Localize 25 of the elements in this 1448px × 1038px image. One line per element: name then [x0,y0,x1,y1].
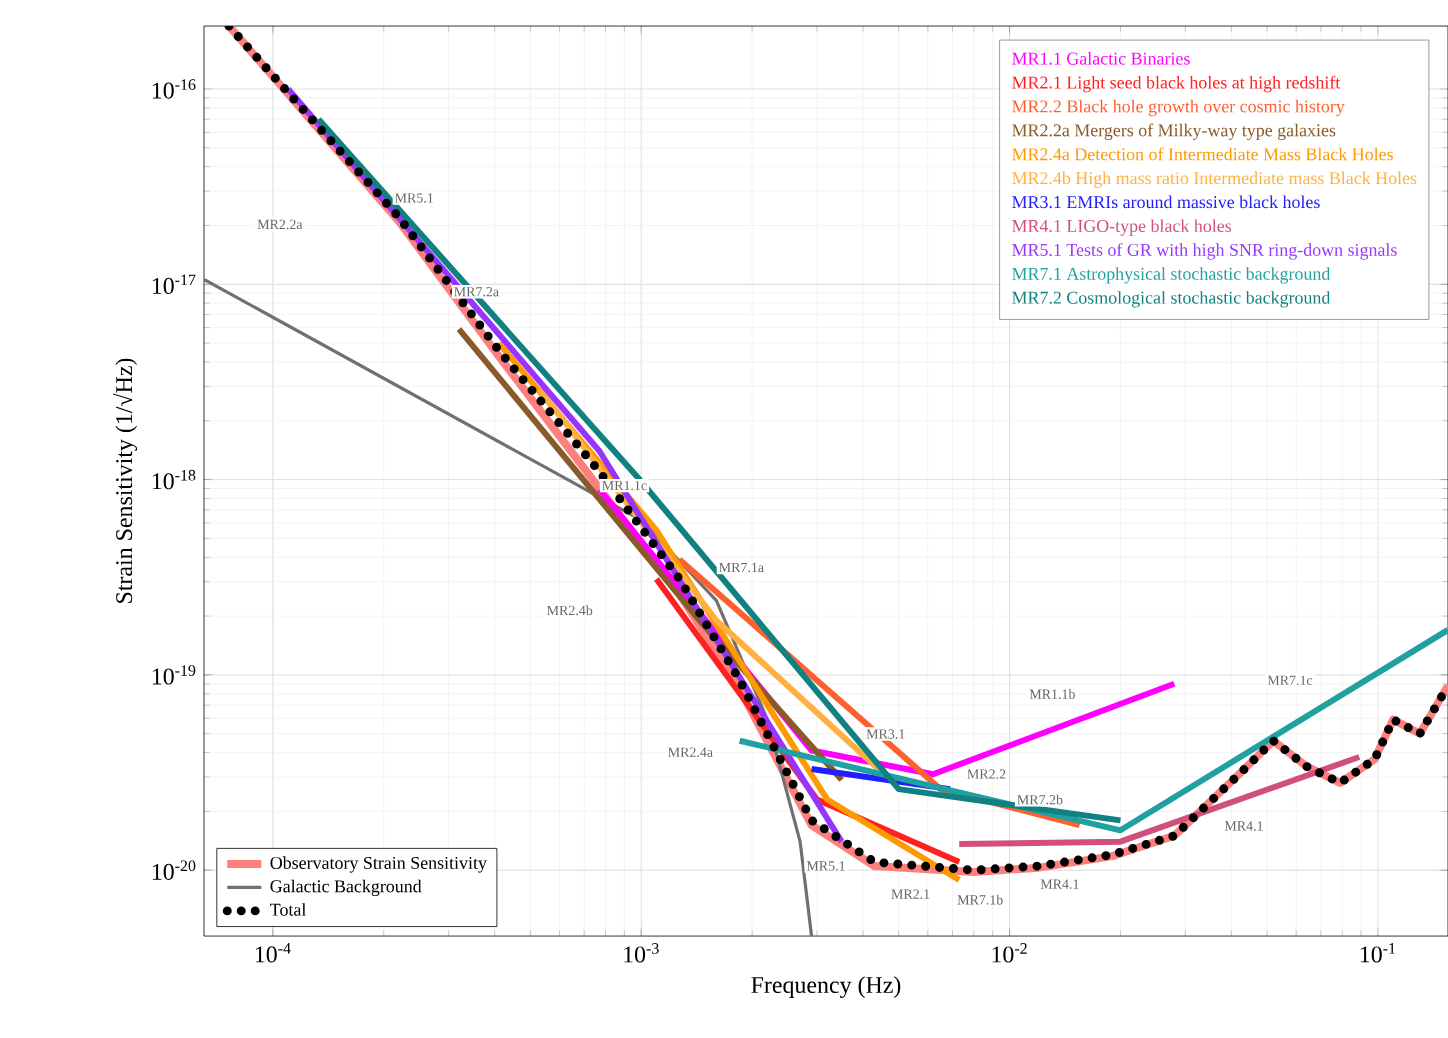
text: MR1.1 Galactic Binaries [1012,52,1190,65]
x-tick-label: 10$^{-4}$ [255,943,291,963]
text: MR2.1 Light seed black holes at high redshift [1012,75,1341,93]
text: MR2.2a Mergers of Milky-way type galaxies [1012,123,1336,141]
text: MR4.1 LIGO-type black holes [1012,219,1232,236]
y-tick-label: 10$^{-16}$ [152,79,196,99]
text: MR2.4b High mass ratio Intermediate mass Black Holes [1012,171,1417,188]
text: MR7.1 Astrophysical stochastic background [1012,267,1331,284]
text: MR5.1 Tests of GR with high SNR ring-down signals [1012,243,1397,260]
y-tick-label: 10$^{-17}$ [152,274,196,294]
x-axis-title: Frequency (Hz) [751,976,901,998]
text: MR2.2 Black hole growth over cosmic history [1012,99,1345,117]
y-tick-label: 10$^{-19}$ [152,665,196,685]
x-tick-label: 10$^{-2}$ [992,943,1027,963]
legend-label: Galactic Background [270,879,422,897]
y-tick-label: 10$^{-20}$ [152,860,196,880]
text: MR3.1 EMRIs around massive black holes [1012,195,1320,209]
legend-label: Observatory Strain Sensitivity [270,856,487,873]
x-tick-label: 10$^{-1}$ [1360,943,1396,963]
text: MR2.4a Detection of Intermediate Mass Black Holes [1012,147,1393,161]
text: MR7.2 Cosmological stochastic background [1012,291,1331,308]
y-axis-title: Strain Sensitivity (1/√Hz) [113,358,138,603]
y-tick-label: 10$^{-18}$ [152,469,196,490]
x-tick-label: 10$^{-3}$ [624,943,659,963]
legend-label: Total [270,903,307,916]
